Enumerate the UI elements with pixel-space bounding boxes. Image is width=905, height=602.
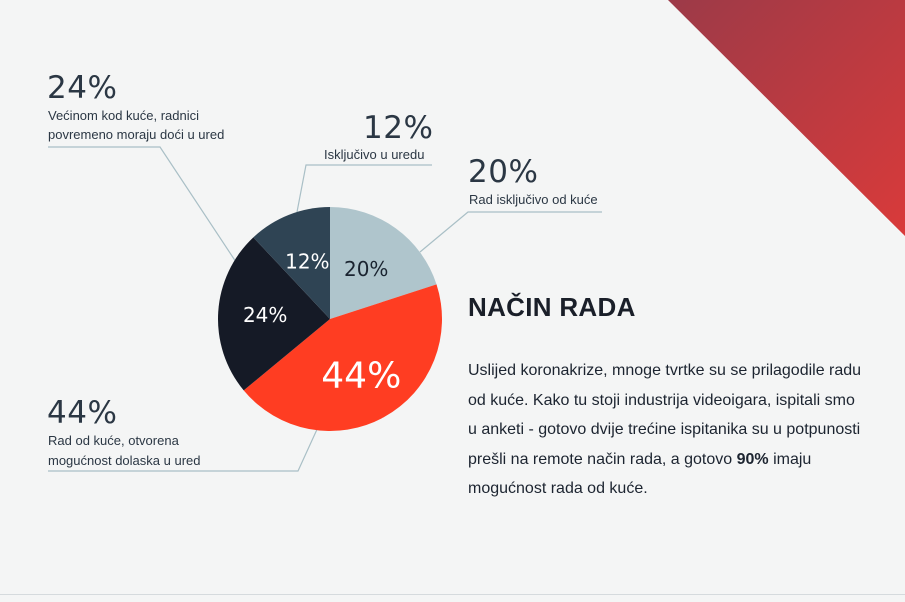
slice-label-12: 12%: [285, 250, 329, 274]
body-text-part2: imaju mogućnost rada od kuće.: [468, 450, 812, 498]
leader-line-20: [419, 211, 602, 253]
callout-44-line1: Rad od kuće, otvorena: [48, 433, 179, 448]
slice-label-44: 44%: [321, 355, 401, 396]
bottom-divider: [0, 594, 905, 595]
section-heading: NAČIN RADA: [468, 292, 636, 322]
section-body: Uslijed koronakrize, mnoge tvrtke su se …: [468, 356, 868, 504]
callout-12-line1: Isključivo u uredu: [324, 147, 425, 162]
slice-label-20: 20%: [344, 257, 388, 281]
pie-slice-24: [218, 237, 330, 391]
leader-line-24: [48, 146, 237, 263]
body-text-part1: Uslijed koronakrize, mnoge tvrtke su se …: [468, 362, 862, 468]
callout-24-line1: Većinom kod kuće, radnici: [48, 108, 200, 123]
callout-24-line2: povremeno moraju doći u ured: [48, 127, 225, 142]
callout-24-percent: 24%: [47, 70, 118, 106]
callout-20-percent: 20%: [468, 154, 539, 190]
pie-slice-12: [253, 207, 330, 319]
pie-slice-20: [330, 207, 437, 319]
callout-44-percent: 44%: [47, 395, 118, 431]
leader-line-44: [48, 424, 320, 472]
callout-12-percent: 12%: [363, 110, 434, 146]
pie-slice-44: [243, 284, 442, 431]
body-highlight-percent: 90%: [736, 450, 769, 468]
callout-44-line2: mogućnost dolaska u ured: [48, 453, 201, 468]
callout-20-line1: Rad isključivo od kuće: [469, 192, 598, 207]
leader-line-12: [296, 164, 432, 213]
slice-label-24: 24%: [243, 303, 287, 327]
